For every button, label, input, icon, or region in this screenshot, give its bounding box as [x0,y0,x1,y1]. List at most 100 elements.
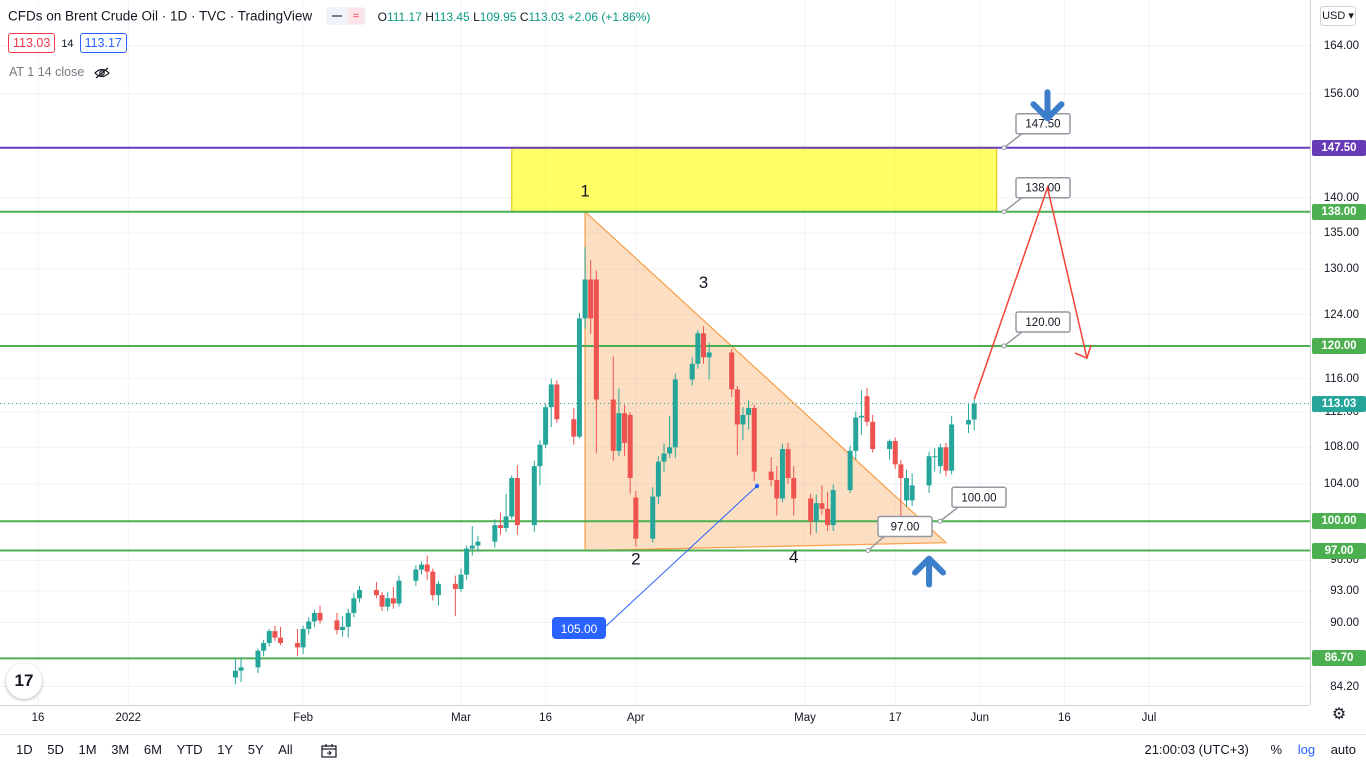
timeframe-5y[interactable]: 5Y [247,742,264,757]
candle-body [937,447,943,467]
candle [892,437,898,469]
candle [740,407,746,441]
timeframe-3m[interactable]: 3M [111,742,130,757]
price-chart[interactable]: 147.50 138.00 120.00 100.00 97.00 1 2 3 4 105.00 [0,0,1310,705]
annotations: 147.50 138.00 120.00 100.00 97.00 1 2 3 4 105.00 [552,89,1092,639]
candle-body [971,403,977,420]
candle-body [548,384,554,408]
candle-body [419,564,425,570]
candle-body [509,478,515,517]
candle [610,356,616,461]
candle [904,469,910,507]
candle [593,270,599,454]
candle [379,592,385,611]
timeframe-1y[interactable]: 1Y [217,742,234,757]
auto-toggle[interactable]: auto [1330,742,1356,757]
candle [492,519,498,548]
time-axis[interactable]: 16 2022 Feb Mar 16 Apr May 17 Jun 16 Jul [0,705,1310,734]
candle [390,586,396,609]
timeframe-all[interactable]: All [278,742,293,757]
timeframe-1d[interactable]: 1D [16,742,33,757]
callout-tail [939,506,959,522]
candle-body [932,456,938,458]
candle [616,388,622,457]
candle-body [650,496,656,539]
forecast-path [973,184,1088,400]
candle [706,342,712,380]
time-tick-label: 16 [539,712,552,724]
candle-body [904,478,910,501]
candle [949,415,955,475]
price-axis[interactable]: 164.00 156.00 140.00 135.00 130.00 124.00 116.… [1310,0,1366,705]
buy-price-button[interactable]: 113.17 [79,33,127,53]
sell-price-button[interactable]: 113.03 [8,33,56,53]
candle [825,491,831,531]
candle [847,445,853,493]
open-label: O [377,9,387,24]
price-tick-label: 84.20 [1330,680,1359,693]
candle-body [892,441,898,465]
timeframe-1m[interactable]: 1M [78,742,97,757]
candle-body [413,569,419,581]
time-tick-label: May [794,712,816,724]
chart-title: CFDs on Brent Crude Oil · 1D · TVC · Tra… [8,8,313,24]
candle [435,580,441,606]
candle-body [272,631,278,638]
candle-body [497,525,503,529]
candle [813,494,819,533]
candle [452,575,458,617]
candle-body [700,333,706,358]
candle-body [819,503,825,509]
candle-body [424,564,430,572]
candle-body [238,667,244,671]
candle-body [785,449,791,479]
candle-body [396,580,402,604]
wave-label: 4 [789,548,798,567]
callout-dot [1001,145,1007,151]
candle-body [779,449,785,499]
candle [385,592,391,611]
timeframe-ytd[interactable]: YTD [176,742,203,757]
clock[interactable]: 21:00:03 (UTC+3) [1144,742,1249,757]
trend-line [604,485,758,628]
price-tick-label: 130.00 [1323,263,1359,276]
date-range-icon[interactable] [321,743,337,758]
spread-value: 14 [61,38,74,50]
candle-body [306,621,312,629]
candle [887,439,893,460]
high-label: H [425,9,434,24]
candle [622,404,628,457]
candle-body [622,413,628,443]
timeframe-5d[interactable]: 5D [47,742,64,757]
indicator-legend[interactable]: AT 1 14 close [9,65,110,79]
candle [464,545,470,580]
candle [232,658,238,685]
callout-text: 100.00 [961,492,996,504]
log-toggle[interactable]: log [1297,742,1316,757]
level-price-tag: 147.50 [1312,139,1366,156]
candle [909,473,915,507]
market-status-badge[interactable]: ≈ [325,7,366,25]
callout-text: 138.00 [1025,183,1060,195]
currency-button[interactable]: USD ▾ [1320,6,1356,26]
level-price-tag: 100.00 [1312,513,1366,530]
callout-dot [937,518,943,524]
candles [232,247,977,685]
wave-label: 3 [699,273,708,292]
timeframe-6m[interactable]: 6M [143,742,162,757]
logo-text: 17 [14,671,34,690]
candle [554,380,560,423]
percent-toggle[interactable]: % [1270,742,1283,757]
price-tick-label: 164.00 [1323,39,1359,52]
gear-icon[interactable]: ⚙ [1331,706,1347,723]
candle-body [689,363,695,380]
chart-pane[interactable]: 147.50 138.00 120.00 100.00 97.00 1 2 3 4 105.00 … [0,0,1310,705]
candle-body [633,497,639,539]
candle [937,443,943,474]
candle-body [616,413,622,451]
eye-off-icon[interactable] [93,67,110,79]
tradingview-logo[interactable]: 17 [6,663,42,699]
candle-body [627,414,633,479]
candle-body [255,650,261,668]
candle-body [340,626,346,631]
